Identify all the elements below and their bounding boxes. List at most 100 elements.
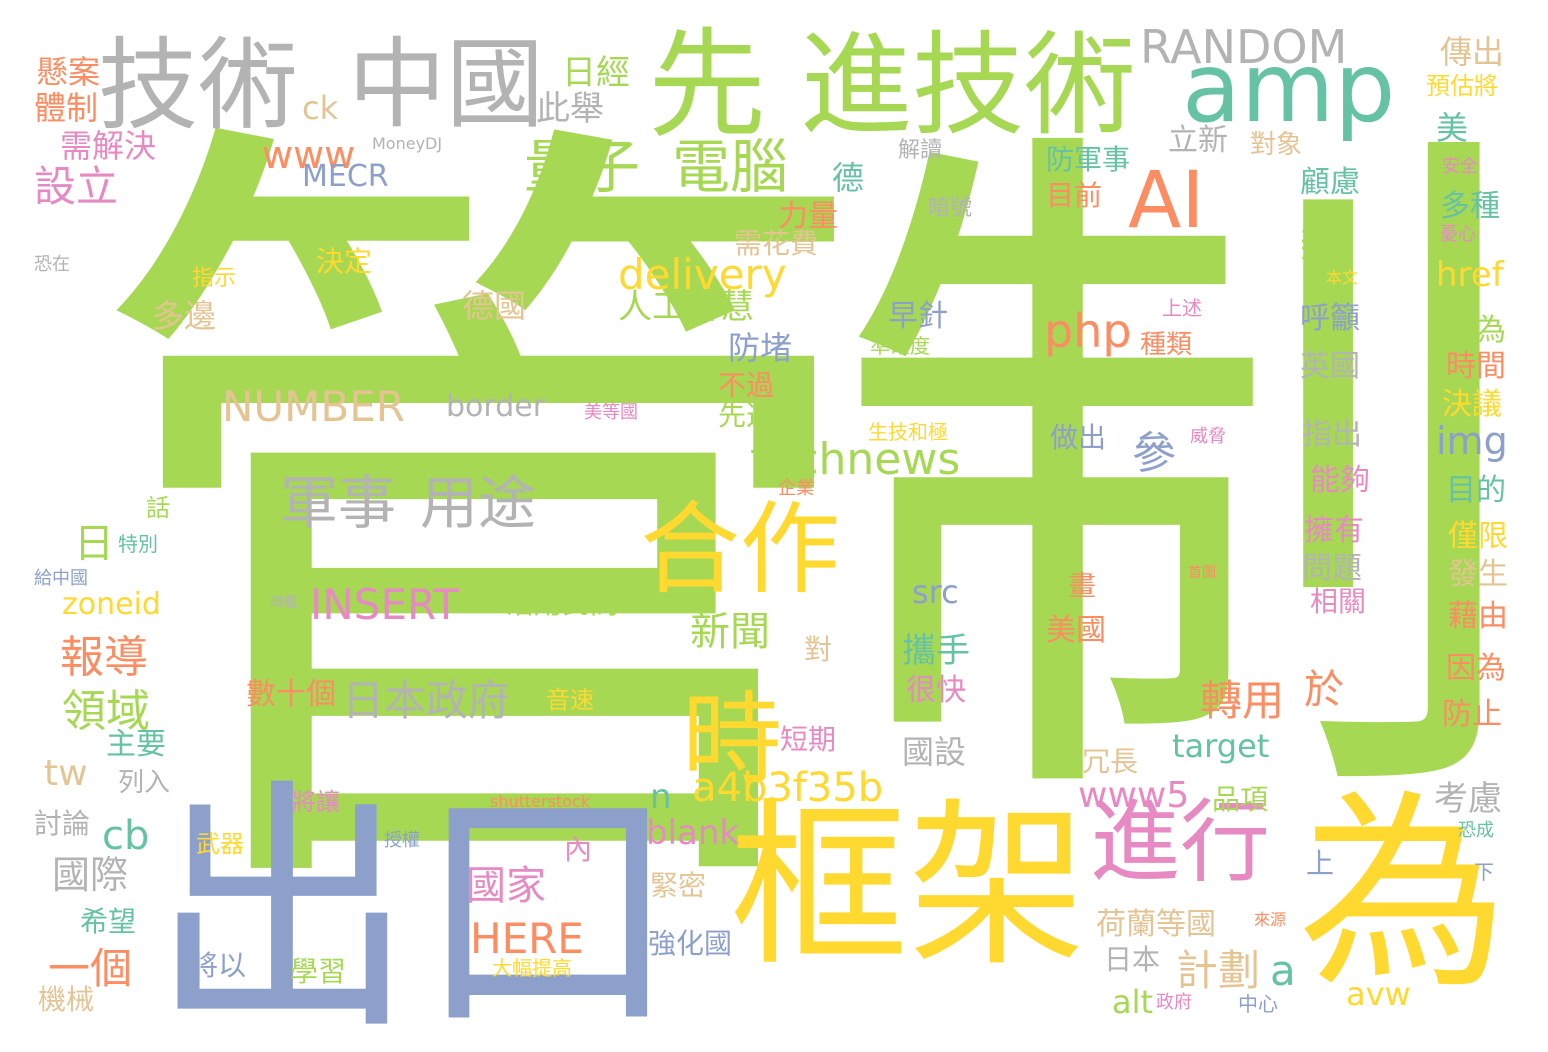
word-src: src — [912, 573, 959, 611]
word-alt: alt — [1112, 983, 1154, 1021]
word-yongyou: 擁有 — [1304, 513, 1364, 548]
word-muqian: 目前 — [1046, 179, 1103, 212]
word-fangzhi: 防止 — [1442, 697, 1502, 732]
word-www5: www5 — [1078, 775, 1190, 816]
word-jieyou: 藉由 — [1448, 599, 1508, 634]
word-number: NUMBER — [222, 382, 405, 431]
word-liliang: 力量 — [778, 199, 838, 234]
word-jishu: 技術 — [98, 27, 298, 144]
word-jiedu: 解讀 — [898, 138, 943, 163]
word-shangshu: 上述 — [1162, 296, 1202, 320]
word-lieru: 列入 — [118, 768, 171, 798]
word-xuhuafei: 需花費 — [734, 227, 819, 260]
word-zhuanzai: 轉載 — [270, 595, 298, 611]
word-zhi: 制 — [830, 74, 1530, 889]
word-yige: 一個 — [48, 944, 133, 993]
word-ri: 日 — [74, 521, 114, 567]
word-avw: avw — [1346, 975, 1411, 1013]
word-zhichu: 指出 — [1302, 417, 1362, 452]
word-mei: 美 — [1436, 109, 1469, 147]
word-pinxiang: 品項 — [1212, 783, 1269, 816]
word-duanqi: 短期 — [780, 723, 837, 756]
word-jueyi: 決議 — [1442, 387, 1502, 422]
word-henkuai: 很快 — [906, 673, 966, 708]
word-wuqi: 武器 — [196, 830, 244, 858]
word-jian: 間 — [388, 793, 417, 826]
word-insert: INSERT — [310, 580, 459, 629]
word-amp: amp — [1182, 32, 1396, 144]
word-taolun: 討論 — [34, 807, 91, 840]
word-meideng: 美等國 — [584, 402, 638, 423]
word-xuanan: 懸案 — [36, 53, 101, 91]
word-php: php — [1044, 304, 1132, 358]
word-diannao: 電腦 — [672, 133, 789, 201]
word-jiangrang: 將讓 — [292, 788, 340, 816]
word-jihua: 計劃 — [1176, 946, 1261, 995]
word-fenwei: 分為 — [1446, 313, 1506, 348]
word-xuexi: 學習 — [290, 955, 347, 988]
word-xujiejue: 需解決 — [60, 127, 157, 165]
word-blank: blank — [646, 813, 740, 853]
word-laiyuan: 來源 — [1254, 910, 1287, 929]
word-huyu: 呼籲 — [1300, 301, 1360, 336]
word-duobian: 多邊 — [152, 297, 217, 335]
word-fangjunshi: 防軍事 — [1046, 143, 1131, 176]
word-helandengguo: 荷蘭等國 — [1096, 907, 1216, 942]
word-fangdu: 防堵 — [728, 329, 793, 367]
word-geizhongguo: 給中國 — [34, 568, 88, 589]
word-xia: 下 — [1474, 860, 1494, 884]
word-mudi: 目的 — [1446, 473, 1506, 508]
word-cb: cb — [102, 813, 150, 859]
word-riben: 日本 — [1104, 943, 1161, 976]
word-technews: technews — [750, 434, 961, 485]
word-junshi: 軍事 — [280, 469, 397, 537]
word-chuanchu: 傳出 — [1440, 33, 1505, 71]
word-zhuyao: 主要 — [106, 727, 166, 762]
word-fasheng: 發生 — [1448, 557, 1508, 592]
word-ai: AI — [1128, 156, 1205, 246]
word-guojia: 國家 — [466, 863, 546, 909]
word-wenti: 問題 — [1302, 551, 1362, 586]
word-qiye: 企業 — [778, 478, 814, 499]
word-xieshou: 攜手 — [902, 631, 970, 671]
word-a: a — [1270, 946, 1296, 995]
word-gulu: 顧慮 — [1300, 165, 1360, 200]
word-xian: 先 — [648, 16, 767, 154]
word-buguo: 不過 — [718, 369, 775, 402]
word-yu: 於 — [1304, 667, 1344, 713]
word-qianghuaguo: 強化國 — [648, 927, 733, 960]
word-border: border — [446, 389, 546, 424]
word-zhishi: 指示 — [192, 266, 237, 291]
word-xiwang: 希望 — [80, 905, 137, 938]
word-xin: 新 — [1300, 222, 1343, 271]
word-kaolv: 考慮 — [1434, 779, 1502, 819]
word-xianjin: 先進 — [718, 399, 775, 432]
word-jinmi: 緊密 — [650, 869, 707, 902]
word-meiguo: 美國 — [1046, 613, 1106, 648]
word-zaozhen: 早針 — [888, 299, 948, 334]
word-zhongguo: 中國 — [348, 28, 545, 142]
word-zhonglei: 種類 — [1140, 330, 1193, 360]
word-chukou: 出口 — [150, 758, 680, 1052]
word-yugujiang: 預估將 — [1426, 72, 1498, 100]
word-shang: 上 — [1306, 847, 1335, 880]
word-zhuanyong: 轉用 — [1200, 676, 1285, 725]
word-tizhi: 體制 — [34, 89, 99, 127]
word-zhongxin: 中心 — [1238, 992, 1278, 1016]
word-delivery: delivery — [618, 250, 787, 299]
word-benwen: 本文 — [1326, 268, 1359, 287]
word-dui: 對 — [804, 633, 833, 666]
word-can: 參 — [1132, 428, 1176, 479]
word-duozhong: 多種 — [1440, 189, 1500, 224]
word-zoneid: zoneid — [62, 587, 161, 622]
word-kongzai: 恐在 — [34, 254, 70, 275]
word-lixin: 立新 — [1168, 123, 1228, 158]
word-moneydj: MoneyDJ — [372, 134, 443, 153]
word-hezuo: 合作 — [640, 491, 840, 608]
word-liangzi: 量子 — [524, 133, 641, 201]
word-anquan: 安全 — [1442, 156, 1478, 177]
word-deguo: 德國 — [462, 287, 527, 325]
word-jiangyi: 將以 — [190, 949, 247, 982]
word-youxin: 憂心 — [1440, 224, 1476, 245]
